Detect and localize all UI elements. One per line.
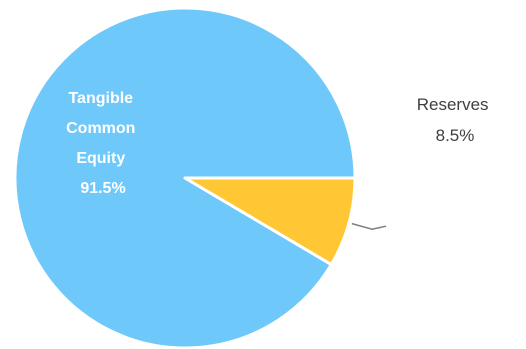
slice-label-line: Tangible (68, 90, 133, 107)
slice-label-reserves: Reserves 8.5% (417, 95, 494, 145)
slice-value-label: 8.5% (436, 126, 475, 145)
slice-label-line: Reserves (417, 95, 489, 114)
slice-value-label: 91.5% (80, 180, 125, 197)
pie-slices (13, 6, 357, 349)
leader-line-reserves (351, 222, 387, 230)
pie-slice-reserves (183, 176, 357, 267)
slice-label-tangible-common-equity: Tangible Common Equity 91.5% (66, 90, 140, 197)
slice-label-line: Common (66, 120, 135, 137)
slice-label-line: Equity (76, 150, 125, 167)
leader-lines (351, 222, 387, 230)
